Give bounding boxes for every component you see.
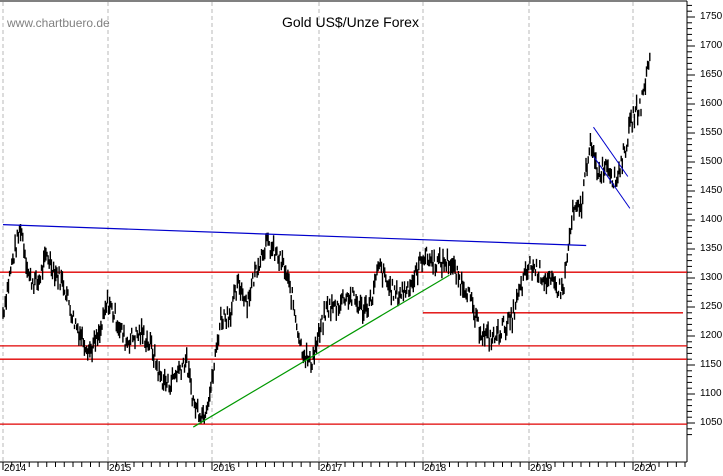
y-label-1150: 1150 [700,359,722,370]
grid-lines [2,2,634,461]
channel-upper [593,126,629,177]
y-label-1200: 1200 [700,330,723,341]
y-label-1400: 1400 [700,214,723,225]
y-label-1300: 1300 [700,272,723,283]
x-axis-ticks [2,462,686,470]
price-series [2,52,651,424]
y-label-1650: 1650 [700,69,723,80]
x-label-2016: 2016 [213,463,236,474]
y-label-1350: 1350 [700,243,723,254]
x-label-2019: 2019 [530,463,553,474]
y-label-1450: 1450 [700,185,723,196]
blue-trendline [2,224,587,247]
x-label-2020: 2020 [634,463,657,474]
support-resistance-lines [0,271,687,425]
x-label-2014: 2014 [4,463,27,474]
y-label-1050: 1050 [700,417,723,428]
y-label-1250: 1250 [700,301,723,312]
x-label-2018: 2018 [424,463,447,474]
y-axis-ticks [687,4,695,436]
x-label-2015: 2015 [109,463,132,474]
green-trendline [192,274,450,428]
y-label-1750: 1750 [700,11,723,22]
trend-lines [2,126,631,428]
watermark: www.chartbuero.de [7,16,110,30]
price-bars [2,52,651,424]
y-label-1100: 1100 [700,388,722,399]
y-label-1500: 1500 [700,156,723,167]
chart-title: Gold US$/Unze Forex [282,14,419,30]
channel-lower [593,155,631,209]
y-label-1700: 1700 [700,40,723,51]
x-label-2017: 2017 [320,463,343,474]
y-label-1600: 1600 [700,98,723,109]
y-label-1550: 1550 [700,127,723,138]
